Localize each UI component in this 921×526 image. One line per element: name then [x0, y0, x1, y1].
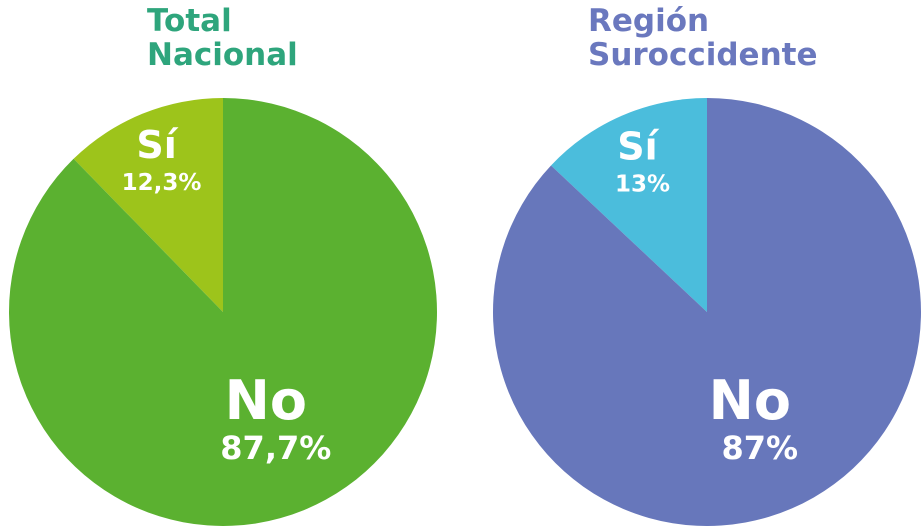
- slice-value-label: 87%: [722, 429, 799, 467]
- pie-slice: [9, 98, 438, 526]
- pie-slice: [551, 98, 707, 312]
- slice-value-label: 87,7%: [220, 429, 331, 467]
- slice-value-label: 13%: [615, 172, 670, 198]
- chart-title: Total Nacional: [147, 3, 298, 73]
- slice-category: No: [225, 369, 307, 432]
- chart-title: Región Suroccidente: [588, 3, 818, 73]
- slice-value-label: 12,3%: [122, 170, 202, 196]
- pie-slice: [73, 98, 224, 312]
- slice-category: Sí: [617, 125, 659, 169]
- slice-category: No: [709, 369, 791, 432]
- pie-slice: [492, 98, 921, 526]
- slice-category: Sí: [136, 123, 178, 167]
